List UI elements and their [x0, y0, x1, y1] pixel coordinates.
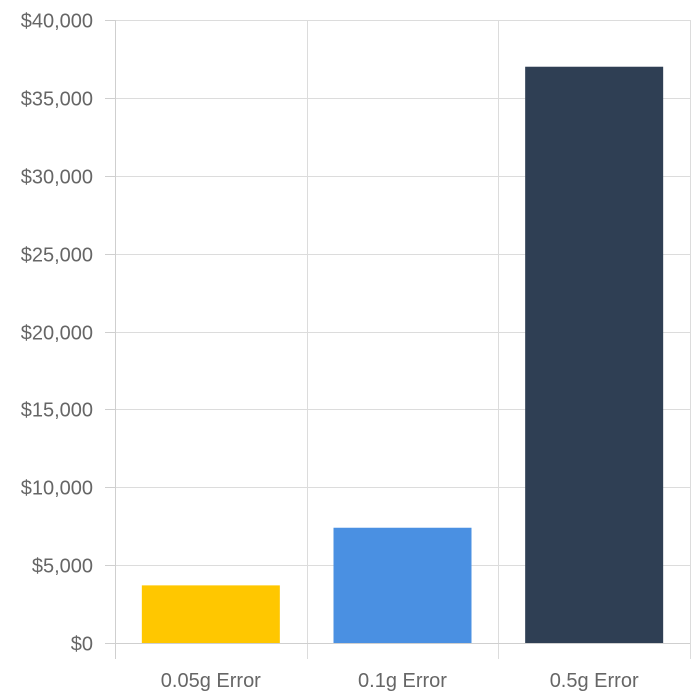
- y-tick-label: $20,000: [21, 323, 93, 345]
- y-tick-label: $30,000: [21, 167, 93, 189]
- y-tick-label: $5,000: [32, 556, 93, 578]
- y-tick-label: $10,000: [21, 478, 93, 500]
- y-axis-tick-labels: $0 $5,000 $10,000 $15,000 $20,000 $25,000 $30,…: [21, 11, 93, 656]
- x-tick-label: 0.5g Error: [550, 670, 639, 692]
- y-tick-label: $25,000: [21, 245, 93, 267]
- y-tick-label: $0: [71, 634, 93, 656]
- bar: [141, 585, 280, 643]
- bar: [525, 66, 664, 644]
- bar: [333, 527, 472, 643]
- x-tick-label: 0.05g Error: [161, 670, 261, 692]
- axes: [105, 20, 690, 644]
- x-tick-label: 0.1g Error: [358, 670, 447, 692]
- y-tick-label: $35,000: [21, 89, 93, 111]
- bars: [141, 66, 664, 644]
- y-tick-label: $15,000: [21, 400, 93, 422]
- y-tick-label: $40,000: [21, 11, 93, 33]
- x-axis-tick-labels: 0.05g Error 0.1g Error 0.5g Error: [161, 670, 639, 692]
